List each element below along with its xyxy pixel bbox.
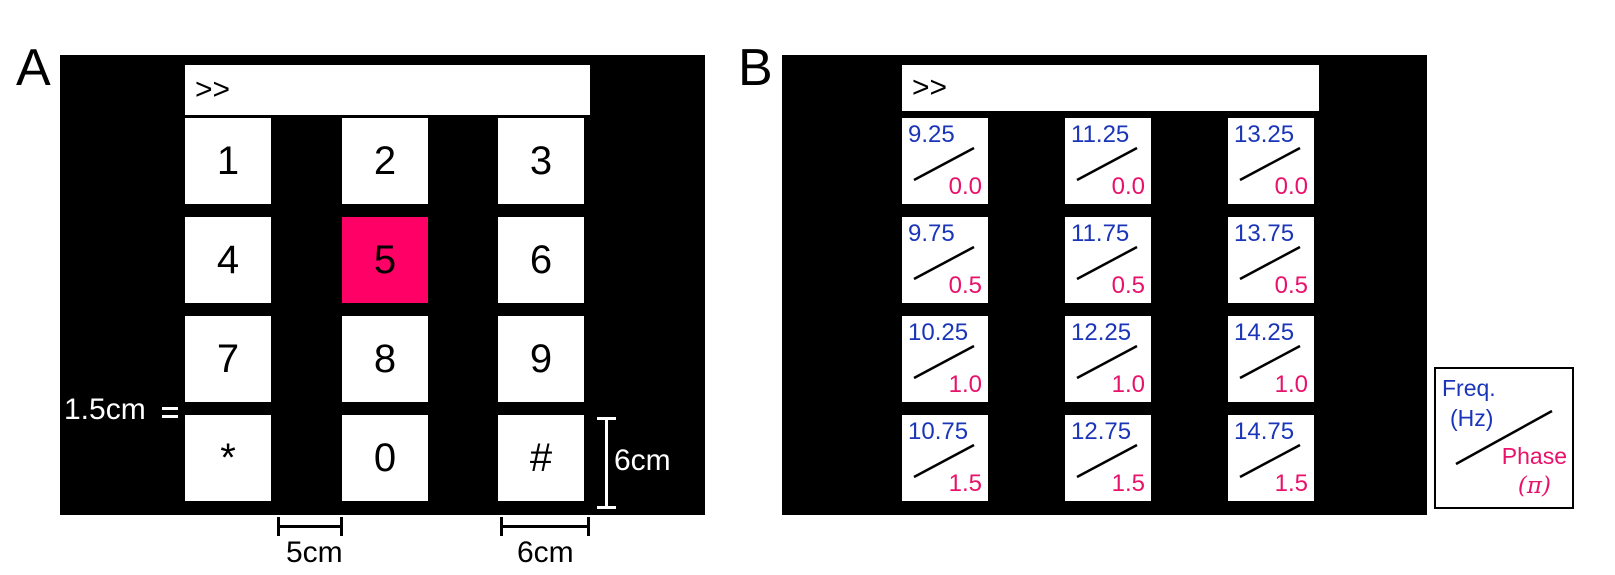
width-label: 6cm	[517, 536, 574, 569]
key-2[interactable]: 2	[342, 118, 428, 204]
key-phase: 0.5	[948, 272, 982, 299]
code-key-diagonal	[1239, 146, 1301, 182]
code-key-diagonal	[913, 344, 975, 380]
legend-freq: Freq. (Hz)	[1442, 373, 1496, 433]
key-1[interactable]: 1	[185, 118, 271, 204]
code-key-diagonal	[913, 245, 975, 281]
key-frequency: 10.75	[908, 418, 969, 445]
code-key-diagonal	[1239, 245, 1301, 281]
legend-phase: Phase (π)	[1502, 441, 1567, 501]
code-key-6[interactable]: 13.75 0.5	[1228, 217, 1314, 303]
gap-marker-bottom	[162, 415, 178, 418]
key-3[interactable]: 3	[498, 118, 584, 204]
key-frequency: 14.75	[1234, 418, 1295, 445]
code-key-8[interactable]: 12.25 1.0	[1065, 316, 1151, 402]
spacing-label: 5cm	[286, 536, 343, 569]
legend-box: Freq. (Hz) Phase (π)	[1434, 367, 1574, 509]
key-5[interactable]: 5	[342, 217, 428, 303]
key-phase: 0.0	[948, 173, 982, 200]
key-phase: 1.0	[1274, 371, 1308, 398]
height-cap-bottom	[597, 506, 616, 509]
panel-a-display: >>	[185, 65, 590, 115]
key-frequency: 13.75	[1234, 220, 1295, 247]
code-key-11[interactable]: 12.75 1.5	[1065, 415, 1151, 501]
key-frequency: 9.75	[908, 220, 955, 247]
legend-phase-unit: (π)	[1517, 473, 1551, 499]
key-phase: 0.0	[1274, 173, 1308, 200]
key-frequency: 10.25	[908, 319, 969, 346]
legend-freq-label: Freq.	[1442, 375, 1496, 401]
key-phase: 0.5	[1274, 272, 1308, 299]
gap-marker-top	[162, 407, 178, 410]
code-key-diagonal	[1239, 344, 1301, 380]
width-line	[500, 525, 590, 528]
code-key-diagonal	[913, 146, 975, 182]
height-label: 6cm	[614, 444, 671, 477]
code-key-2[interactable]: 11.25 0.0	[1065, 118, 1151, 204]
key-phase: 1.5	[1111, 470, 1145, 497]
code-key-9[interactable]: 14.25 1.0	[1228, 316, 1314, 402]
key-hash[interactable]: #	[498, 415, 584, 501]
key-0[interactable]: 0	[342, 415, 428, 501]
code-key-12[interactable]: 14.75 1.5	[1228, 415, 1314, 501]
legend-diagonal	[1455, 409, 1553, 466]
key-4[interactable]: 4	[185, 217, 271, 303]
spacing-cap-left	[277, 517, 280, 536]
legend-freq-unit: (Hz)	[1450, 405, 1494, 431]
key-frequency: 12.25	[1071, 319, 1132, 346]
key-8[interactable]: 8	[342, 316, 428, 402]
legend-phase-label: Phase	[1501, 443, 1567, 469]
panel-a-letter: A	[16, 39, 51, 97]
key-frequency: 13.25	[1234, 121, 1295, 148]
panel-b-display: >>	[902, 65, 1319, 111]
code-key-diagonal	[1076, 344, 1138, 380]
panel-b-letter: B	[738, 39, 773, 97]
code-key-diagonal	[913, 443, 975, 479]
key-phase: 0.0	[1111, 173, 1145, 200]
spacing-line	[277, 525, 343, 528]
height-cap-top	[597, 417, 616, 420]
code-key-4[interactable]: 9.75 0.5	[902, 217, 988, 303]
key-phase: 1.5	[948, 470, 982, 497]
code-key-1[interactable]: 9.25 0.0	[902, 118, 988, 204]
key-6[interactable]: 6	[498, 217, 584, 303]
code-key-diagonal	[1076, 146, 1138, 182]
key-phase: 1.5	[1274, 470, 1308, 497]
height-line	[605, 418, 608, 508]
code-key-diagonal	[1076, 443, 1138, 479]
key-frequency: 11.75	[1071, 220, 1130, 247]
width-cap-right	[587, 517, 590, 536]
key-star[interactable]: *	[185, 415, 271, 501]
code-key-7[interactable]: 10.25 1.0	[902, 316, 988, 402]
code-key-3[interactable]: 13.25 0.0	[1228, 118, 1314, 204]
key-7[interactable]: 7	[185, 316, 271, 402]
key-frequency: 11.25	[1071, 121, 1130, 148]
key-frequency: 14.25	[1234, 319, 1295, 346]
key-frequency: 9.25	[908, 121, 955, 148]
key-frequency: 12.75	[1071, 418, 1132, 445]
key-9[interactable]: 9	[498, 316, 584, 402]
width-cap-left	[500, 517, 503, 536]
code-key-diagonal	[1239, 443, 1301, 479]
code-key-10[interactable]: 10.75 1.5	[902, 415, 988, 501]
key-phase: 1.0	[948, 371, 982, 398]
key-phase: 1.0	[1111, 371, 1145, 398]
spacing-cap-right	[340, 517, 343, 536]
gap-label: 1.5cm	[64, 393, 146, 426]
code-key-diagonal	[1076, 245, 1138, 281]
code-key-5[interactable]: 11.75 0.5	[1065, 217, 1151, 303]
key-phase: 0.5	[1111, 272, 1145, 299]
